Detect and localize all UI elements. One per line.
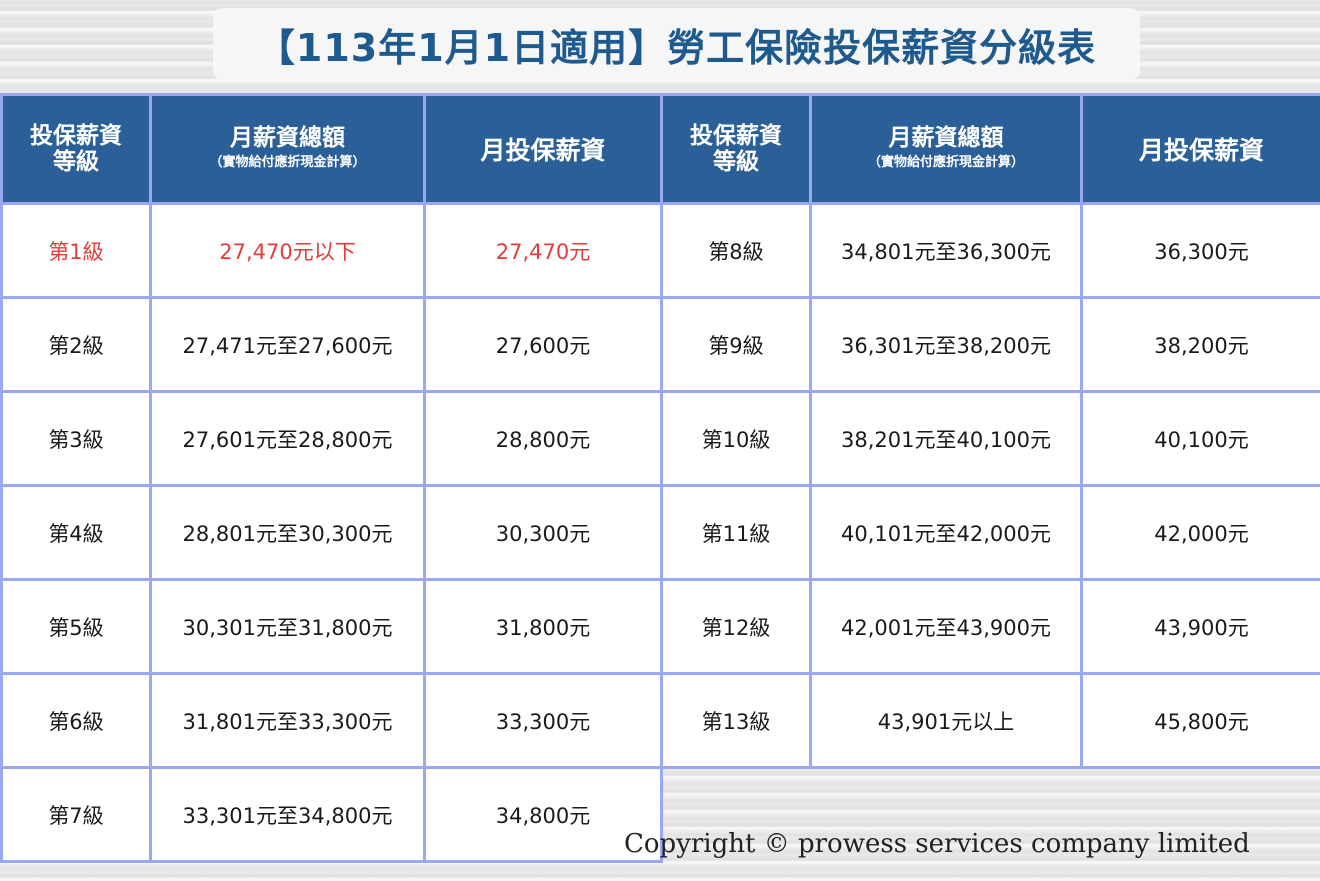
table-row: 第8級 34,801元至36,300元 36,300元 (660, 202, 1320, 299)
salary-range-cell: 42,001元至43,900元 (809, 578, 1083, 675)
grade-table-right: 投保薪資 等級 月薪資總額 （實物給付應折現金計算） 月投保薪資 第8級 34,… (660, 93, 1320, 769)
table-header-row: 投保薪資 等級 月薪資總額 （實物給付應折現金計算） 月投保薪資 (660, 93, 1320, 205)
insured-salary-cell: 45,800元 (1080, 672, 1320, 769)
insured-salary-cell: 38,200元 (1080, 296, 1320, 393)
header-grade-line1: 投保薪資 (30, 123, 122, 149)
table-row: 第13級 43,901元以上 45,800元 (660, 672, 1320, 769)
table-row: 第1級 27,470元以下 27,470元 (0, 202, 663, 299)
insured-salary-cell: 36,300元 (1080, 202, 1320, 299)
header-salary-note: （實物給付應折現金計算） (867, 155, 1024, 170)
table-row: 第4級 28,801元至30,300元 30,300元 (0, 484, 663, 581)
title-banner: 【113年1月1日適用】勞工保險投保薪資分級表 (213, 8, 1140, 80)
header-grade: 投保薪資 等級 (0, 93, 152, 205)
insured-salary-cell: 31,800元 (423, 578, 663, 675)
page-title: 【113年1月1日適用】勞工保險投保薪資分級表 (256, 25, 1097, 70)
salary-range-cell: 34,801元至36,300元 (809, 202, 1083, 299)
table-row: 第5級 30,301元至31,800元 31,800元 (0, 578, 663, 675)
grade-cell: 第5級 (0, 578, 152, 675)
insured-salary-cell: 42,000元 (1080, 484, 1320, 581)
grade-cell: 第11級 (660, 484, 812, 581)
salary-range-cell: 28,801元至30,300元 (149, 484, 426, 581)
insured-salary-cell: 28,800元 (423, 390, 663, 487)
salary-range-cell: 33,301元至34,800元 (149, 766, 426, 863)
header-salary-label: 月薪資總額 (230, 125, 345, 151)
table-header-row: 投保薪資 等級 月薪資總額 （實物給付應折現金計算） 月投保薪資 (0, 93, 663, 205)
header-salary: 月薪資總額 （實物給付應折現金計算） (149, 93, 426, 205)
salary-range-cell: 27,470元以下 (149, 202, 426, 299)
table-row: 第9級 36,301元至38,200元 38,200元 (660, 296, 1320, 393)
grade-cell: 第10級 (660, 390, 812, 487)
grade-cell: 第4級 (0, 484, 152, 581)
grade-table-left: 投保薪資 等級 月薪資總額 （實物給付應折現金計算） 月投保薪資 第1級 27,… (0, 93, 663, 863)
grade-cell: 第2級 (0, 296, 152, 393)
insured-salary-cell: 40,100元 (1080, 390, 1320, 487)
header-salary-note: （實物給付應折現金計算） (209, 155, 366, 170)
salary-range-cell: 27,601元至28,800元 (149, 390, 426, 487)
table-row: 第11級 40,101元至42,000元 42,000元 (660, 484, 1320, 581)
grade-cell: 第12級 (660, 578, 812, 675)
salary-range-cell: 31,801元至33,300元 (149, 672, 426, 769)
header-salary: 月薪資總額 （實物給付應折現金計算） (809, 93, 1083, 205)
insured-salary-cell: 27,600元 (423, 296, 663, 393)
grade-cell: 第3級 (0, 390, 152, 487)
grade-cell: 第7級 (0, 766, 152, 863)
table-row: 第2級 27,471元至27,600元 27,600元 (0, 296, 663, 393)
copyright-notice: Copyright © prowess services company lim… (624, 829, 1250, 859)
header-insured-label: 月投保薪資 (480, 136, 606, 165)
header-insured: 月投保薪資 (1080, 93, 1320, 205)
salary-range-cell: 38,201元至40,100元 (809, 390, 1083, 487)
table-row: 第10級 38,201元至40,100元 40,100元 (660, 390, 1320, 487)
salary-range-cell: 40,101元至42,000元 (809, 484, 1083, 581)
insured-salary-cell: 27,470元 (423, 202, 663, 299)
grade-cell: 第8級 (660, 202, 812, 299)
grade-cell: 第9級 (660, 296, 812, 393)
header-salary-label: 月薪資總額 (888, 125, 1004, 151)
insured-salary-cell: 43,900元 (1080, 578, 1320, 675)
grade-cell: 第13級 (660, 672, 812, 769)
insured-salary-cell: 30,300元 (423, 484, 663, 581)
salary-range-cell: 27,471元至27,600元 (149, 296, 426, 393)
grade-cell: 第1級 (0, 202, 152, 299)
grade-cell: 第6級 (0, 672, 152, 769)
salary-range-cell: 43,901元以上 (809, 672, 1083, 769)
table-row: 第3級 27,601元至28,800元 28,800元 (0, 390, 663, 487)
table-row: 第12級 42,001元至43,900元 43,900元 (660, 578, 1320, 675)
header-insured-label: 月投保薪資 (1138, 136, 1264, 165)
table-row: 第6級 31,801元至33,300元 33,300元 (0, 672, 663, 769)
header-grade-line2: 等級 (53, 149, 99, 175)
insured-salary-cell: 33,300元 (423, 672, 663, 769)
table-row: 第7級 33,301元至34,800元 34,800元 (0, 766, 663, 863)
header-grade-line2: 等級 (713, 149, 759, 175)
header-grade: 投保薪資 等級 (660, 93, 812, 205)
salary-range-cell: 36,301元至38,200元 (809, 296, 1083, 393)
insured-salary-cell: 34,800元 (423, 766, 663, 863)
header-insured: 月投保薪資 (423, 93, 663, 205)
header-grade-line1: 投保薪資 (690, 123, 782, 149)
salary-range-cell: 30,301元至31,800元 (149, 578, 426, 675)
